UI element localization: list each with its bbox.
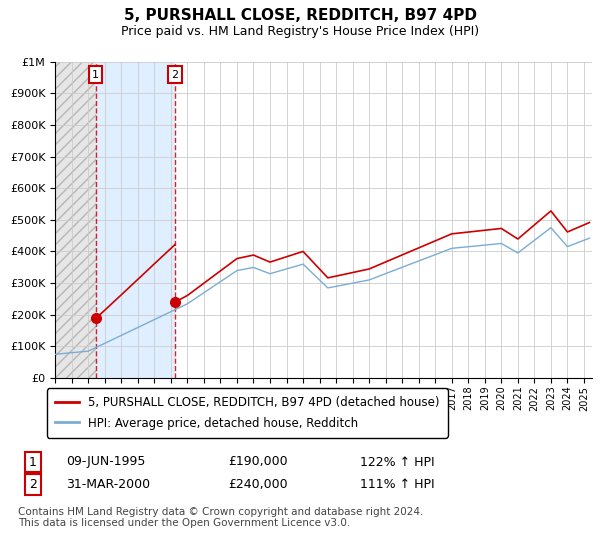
Legend: 5, PURSHALL CLOSE, REDDITCH, B97 4PD (detached house), HPI: Average price, detac: 5, PURSHALL CLOSE, REDDITCH, B97 4PD (de… [47, 388, 448, 438]
Text: 111% ↑ HPI: 111% ↑ HPI [360, 478, 434, 491]
Bar [55, 62, 95, 378]
Text: 2: 2 [172, 69, 179, 80]
Text: £190,000: £190,000 [228, 455, 287, 469]
Text: £240,000: £240,000 [228, 478, 287, 491]
Text: 09-JUN-1995: 09-JUN-1995 [66, 455, 145, 469]
Text: 5, PURSHALL CLOSE, REDDITCH, B97 4PD: 5, PURSHALL CLOSE, REDDITCH, B97 4PD [124, 8, 476, 24]
Text: 1: 1 [92, 69, 99, 80]
Text: 122% ↑ HPI: 122% ↑ HPI [360, 455, 434, 469]
Text: Price paid vs. HM Land Registry's House Price Index (HPI): Price paid vs. HM Land Registry's House … [121, 25, 479, 38]
Text: 1: 1 [29, 455, 37, 469]
Text: 31-MAR-2000: 31-MAR-2000 [66, 478, 150, 491]
Bar [95, 62, 175, 378]
Text: Contains HM Land Registry data © Crown copyright and database right 2024.
This d: Contains HM Land Registry data © Crown c… [18, 507, 424, 529]
Text: 2: 2 [29, 478, 37, 491]
